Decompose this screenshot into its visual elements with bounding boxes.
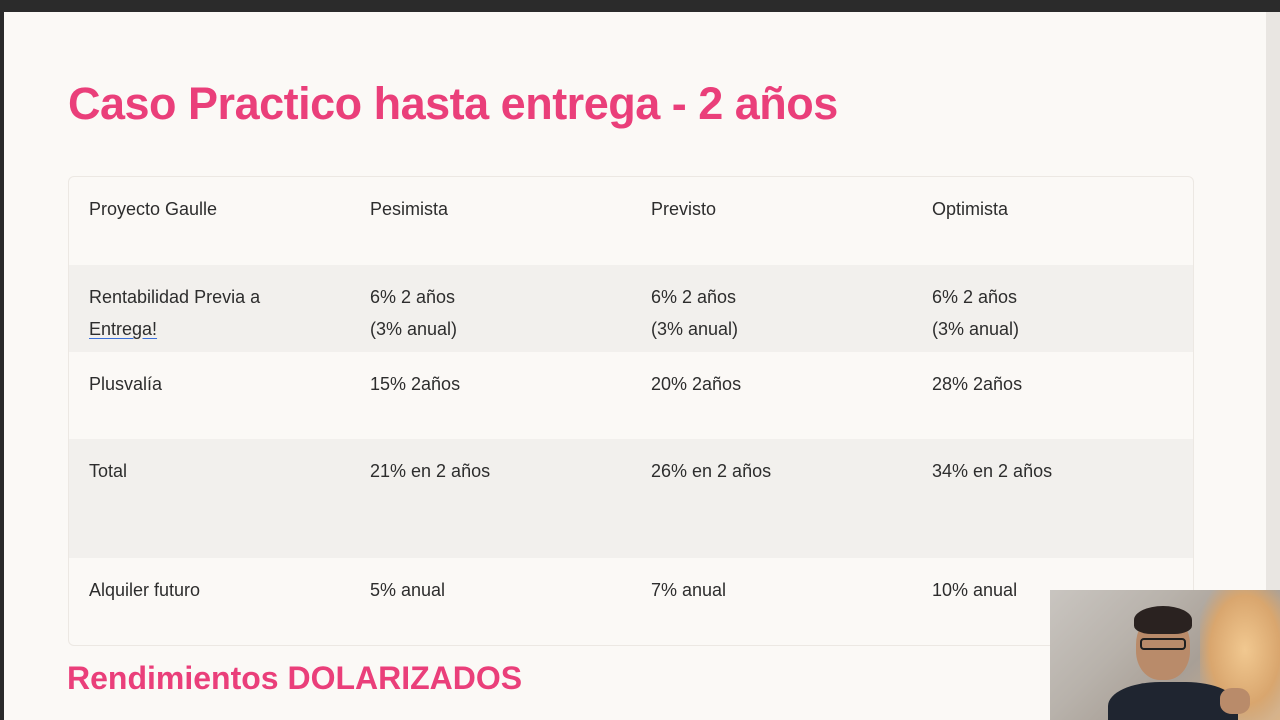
- table-row: Alquiler futuro 5% anual 7% anual 10% an…: [69, 558, 1193, 645]
- cell-previsto: 6% 2 años (3% anual): [651, 281, 738, 345]
- cell-optimista: 10% anual: [932, 580, 1018, 600]
- cell-line: (3% anual): [370, 319, 458, 339]
- comparison-table: Proyecto Gaulle Pesimista Previsto Optim…: [68, 176, 1194, 646]
- presenter-hair: [1134, 606, 1192, 634]
- cell-optimista: 34% en 2 años: [932, 461, 1053, 481]
- cell-line: 6% 2 años: [651, 287, 737, 307]
- cell-line: 6% 2 años: [932, 287, 1018, 307]
- presenter-hand: [1220, 688, 1250, 714]
- cell-line: 6% 2 años: [370, 287, 456, 307]
- row-label-text: Rentabilidad Previa a: [89, 287, 261, 307]
- cell-previsto: 20% 2años: [651, 374, 742, 394]
- table-row: Rentabilidad Previa a Entrega! 6% 2 años…: [69, 265, 1193, 352]
- row-label: Total: [89, 461, 128, 481]
- header-pesimista: Pesimista: [370, 199, 449, 219]
- cell-previsto: 26% en 2 años: [651, 461, 772, 481]
- entrega-link[interactable]: Entrega!: [89, 319, 158, 339]
- webcam-overlay: [1050, 590, 1280, 720]
- presenter-glasses: [1140, 638, 1186, 650]
- cell-optimista: 28% 2años: [932, 374, 1023, 394]
- table-row: Plusvalía 15% 2años 20% 2años 28% 2años: [69, 352, 1193, 439]
- row-label: Alquiler futuro: [89, 580, 201, 600]
- cell-pesimista: 6% 2 años (3% anual): [370, 281, 457, 345]
- cell-line: (3% anual): [651, 319, 739, 339]
- scrollbar-track[interactable]: [1266, 12, 1280, 720]
- cell-pesimista: 15% 2años: [370, 374, 461, 394]
- cell-optimista: 6% 2 años (3% anual): [932, 281, 1019, 345]
- top-bar: [0, 0, 1280, 12]
- header-previsto: Previsto: [651, 199, 717, 219]
- page-title: Caso Practico hasta entrega - 2 años: [68, 78, 838, 129]
- row-label: Plusvalía: [89, 374, 163, 394]
- header-optimista: Optimista: [932, 199, 1009, 219]
- cell-line: (3% anual): [932, 319, 1020, 339]
- table-header-row: Proyecto Gaulle Pesimista Previsto Optim…: [69, 177, 1193, 265]
- row-label: Rentabilidad Previa a Entrega!: [89, 281, 260, 345]
- header-project: Proyecto Gaulle: [89, 199, 218, 219]
- cell-previsto: 7% anual: [651, 580, 727, 600]
- cell-pesimista: 5% anual: [370, 580, 446, 600]
- cell-pesimista: 21% en 2 años: [370, 461, 491, 481]
- table-row: Total 21% en 2 años 26% en 2 años 34% en…: [69, 439, 1193, 558]
- presenter-body: [1108, 682, 1238, 720]
- section-heading: Rendimientos DOLARIZADOS: [67, 660, 523, 696]
